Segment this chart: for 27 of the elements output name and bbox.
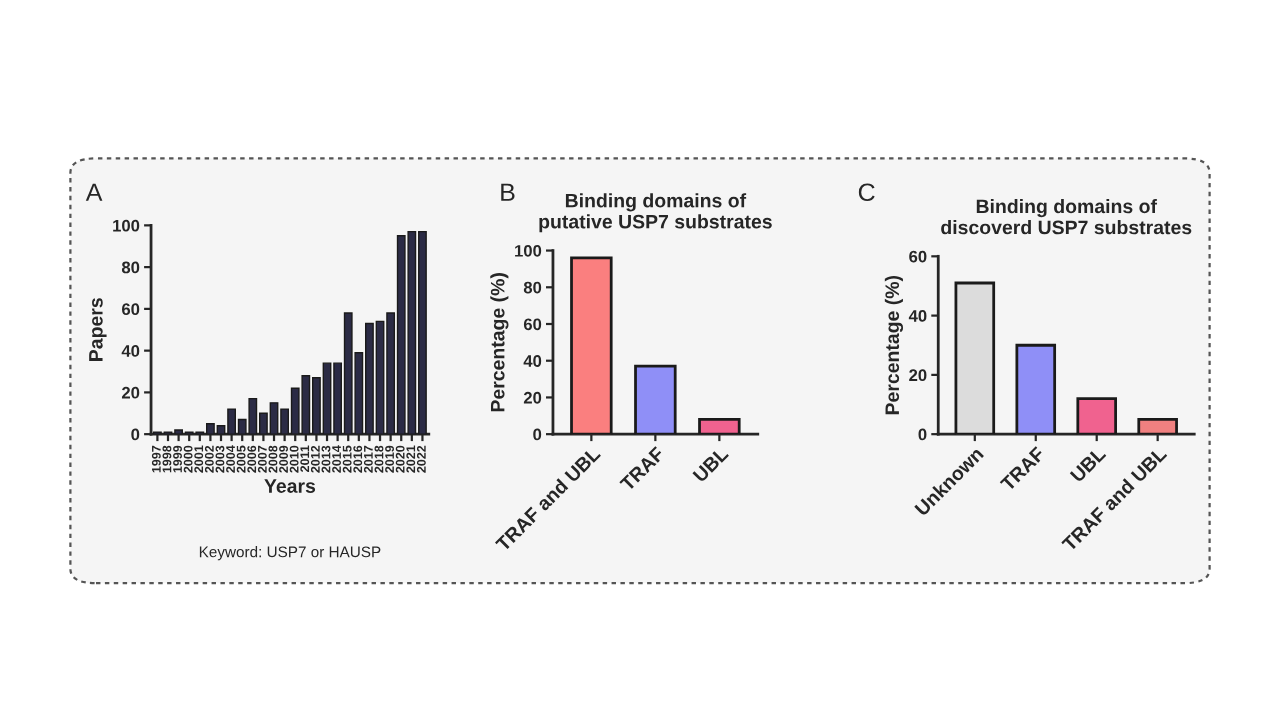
y-tick-label: 20 [523, 391, 542, 404]
chart-title: Binding domains of putative USP7 substrates [539, 193, 772, 233]
y-tick-label: 80 [121, 261, 140, 274]
text: B [501, 183, 515, 201]
y-tick-label: 100 [113, 219, 140, 232]
y-tick-label: 60 [909, 250, 927, 263]
y-tick-label: 40 [908, 310, 927, 322]
text: C [858, 183, 875, 202]
x-tick-label: UBL [1069, 446, 1107, 483]
y-axis-title: Percentage (%) [490, 273, 509, 412]
y-axis-title: Papers [89, 298, 107, 361]
y-tick-label: 60 [122, 303, 140, 316]
y-tick-label: 60 [523, 318, 542, 331]
y-tick-label: 20 [909, 369, 927, 382]
y-tick-label: 40 [523, 355, 542, 367]
y-tick-label: 80 [523, 281, 542, 294]
y-tick-label: 0 [918, 428, 927, 441]
x-axis-title: Years [264, 479, 316, 493]
y-tick-label: 0 [131, 428, 140, 441]
x-tick-label: UBL [692, 446, 730, 483]
y-tick-label: 40 [121, 345, 140, 357]
chart-title: Binding domains of discoverd USP7 substrates [941, 198, 1192, 235]
y-axis-title: Percentage (%) [884, 275, 904, 415]
y-tick-label: 20 [121, 386, 140, 399]
y-tick-label: 100 [515, 244, 542, 257]
text: A [85, 183, 103, 201]
y-tick-label: 0 [533, 428, 542, 441]
